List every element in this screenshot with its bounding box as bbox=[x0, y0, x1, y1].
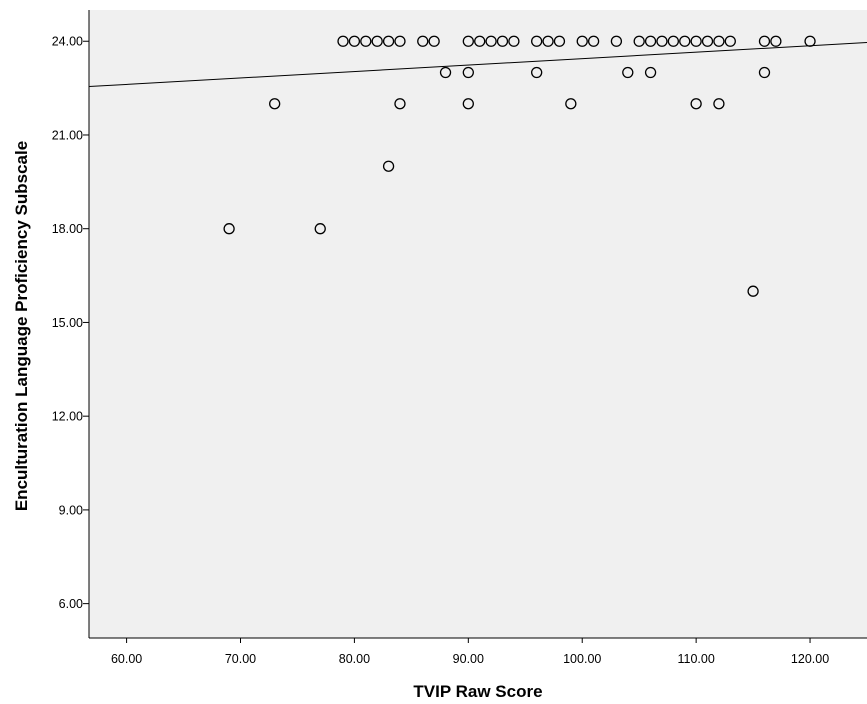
y-tick-label: 12.00 bbox=[52, 410, 83, 424]
data-point bbox=[337, 35, 349, 47]
data-point bbox=[314, 223, 326, 235]
data-point bbox=[269, 98, 281, 110]
x-tick-label: 70.00 bbox=[225, 652, 256, 666]
data-point bbox=[348, 35, 361, 47]
data-point bbox=[747, 285, 759, 297]
data-point bbox=[542, 35, 554, 47]
data-point bbox=[644, 35, 657, 47]
data-point bbox=[439, 66, 452, 79]
data-point bbox=[633, 35, 645, 47]
data-point bbox=[394, 98, 406, 110]
y-tick-label: 9.00 bbox=[59, 503, 83, 517]
plot-area bbox=[89, 10, 867, 638]
data-point bbox=[724, 35, 736, 47]
data-point bbox=[531, 35, 543, 47]
data-point bbox=[804, 35, 816, 47]
y-tick-label: 15.00 bbox=[52, 316, 83, 330]
data-point bbox=[622, 66, 634, 79]
data-point bbox=[508, 35, 520, 47]
data-point bbox=[360, 35, 372, 47]
y-tick-label: 21.00 bbox=[52, 128, 83, 142]
data-point bbox=[462, 66, 474, 79]
data-point bbox=[701, 35, 714, 47]
data-point bbox=[417, 35, 429, 47]
data-point bbox=[656, 35, 668, 47]
x-tick-label: 100.00 bbox=[563, 652, 601, 666]
data-point bbox=[758, 35, 771, 47]
x-tick-label: 80.00 bbox=[339, 652, 370, 666]
y-axis-label: Enculturation Language Proficiency Subsc… bbox=[12, 141, 31, 511]
data-point bbox=[587, 35, 600, 47]
data-point bbox=[394, 35, 406, 47]
data-point bbox=[770, 35, 782, 47]
x-tick-label: 110.00 bbox=[677, 652, 714, 666]
data-point bbox=[496, 35, 509, 47]
data-point bbox=[474, 35, 486, 47]
data-point bbox=[553, 35, 566, 47]
x-tick-label: 120.00 bbox=[791, 652, 829, 666]
data-point bbox=[382, 35, 395, 47]
data-point bbox=[382, 160, 395, 172]
data-point bbox=[690, 98, 702, 110]
data-point bbox=[713, 98, 725, 110]
data-point bbox=[462, 35, 474, 47]
data-point bbox=[462, 98, 474, 110]
data-point bbox=[758, 66, 771, 79]
data-point bbox=[531, 66, 543, 79]
y-tick-label: 24.00 bbox=[52, 35, 83, 49]
data-point bbox=[371, 35, 383, 47]
data-point bbox=[679, 35, 691, 47]
x-axis-label: TVIP Raw Score bbox=[413, 682, 542, 701]
x-tick-label: 60.00 bbox=[111, 652, 142, 666]
data-point bbox=[644, 66, 657, 79]
data-point bbox=[713, 35, 725, 47]
y-tick-label: 18.00 bbox=[52, 222, 83, 236]
y-axis: 6.00 9.00 12.00 15.00 18.00 21.00 24.00 bbox=[52, 10, 90, 638]
x-tick-label: 90.00 bbox=[453, 652, 484, 666]
data-point bbox=[667, 35, 680, 47]
data-point bbox=[576, 35, 588, 47]
data-points bbox=[223, 35, 816, 297]
data-point bbox=[428, 35, 440, 47]
x-axis: 60.00 70.00 80.00 90.00 100.00 110.00 120.00 bbox=[89, 637, 867, 666]
data-point bbox=[690, 35, 702, 47]
data-point bbox=[565, 98, 577, 110]
data-point bbox=[485, 35, 497, 47]
data-point bbox=[223, 223, 235, 235]
fit-line-layer bbox=[88, 41, 867, 88]
fit-line bbox=[88, 41, 867, 88]
data-point bbox=[610, 35, 623, 47]
y-tick-label: 6.00 bbox=[59, 597, 83, 611]
